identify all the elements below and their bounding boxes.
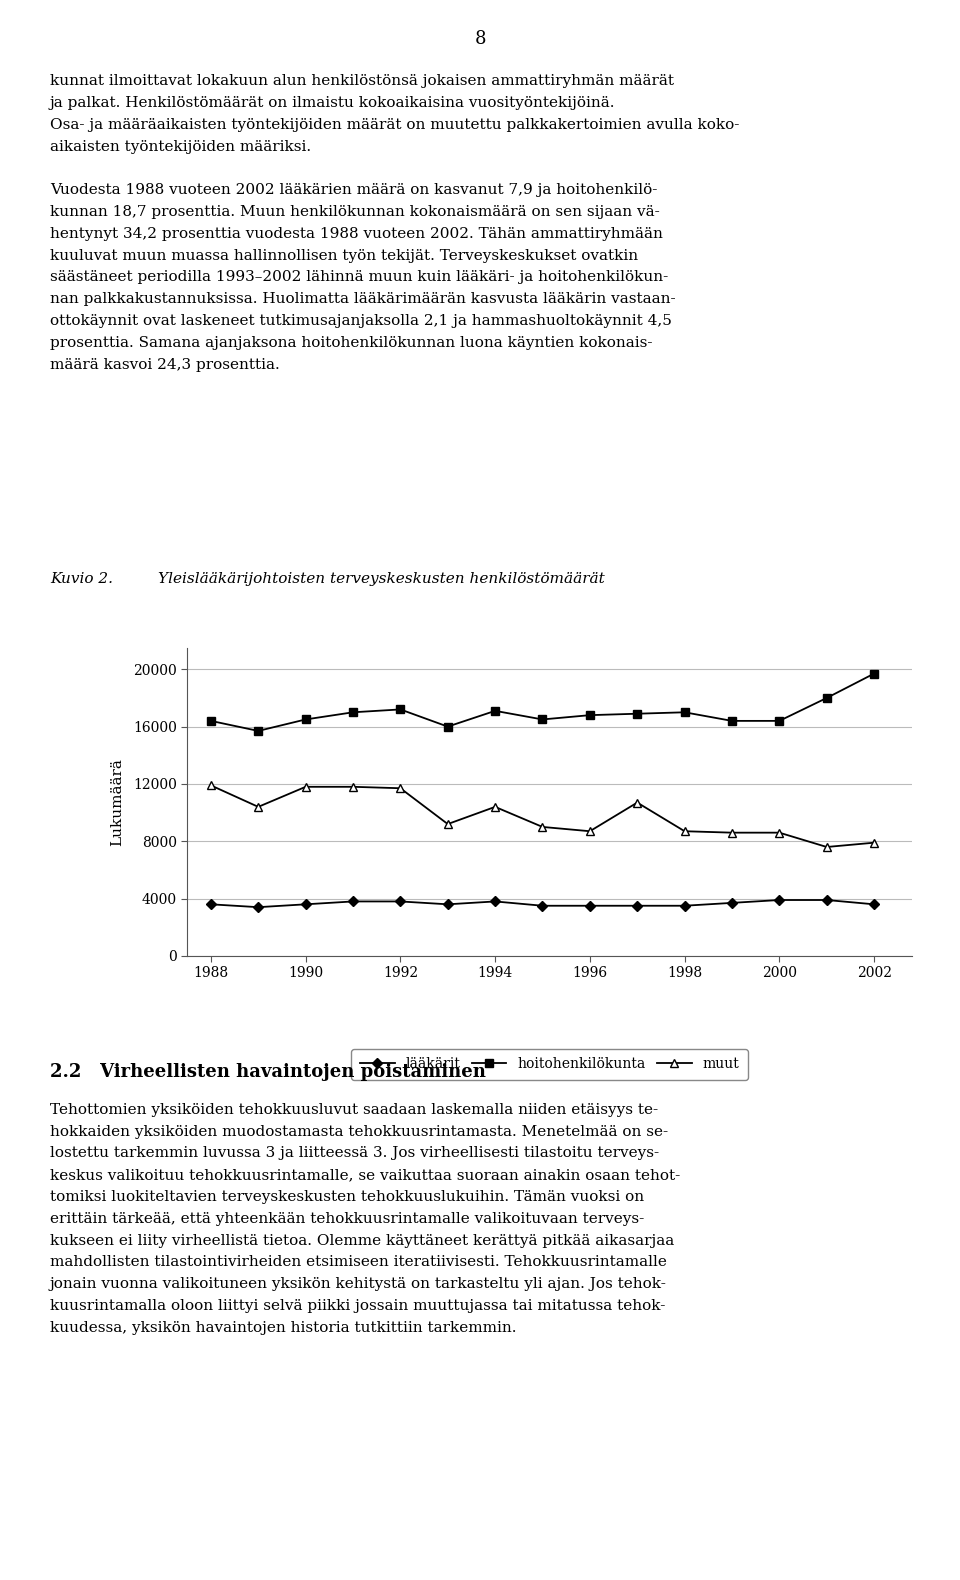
Text: 8: 8 <box>474 30 486 47</box>
Text: kunnat ilmoittavat lokakuun alun henkilöstönsä jokaisen ammattiryhmän määrät: kunnat ilmoittavat lokakuun alun henkilö… <box>50 74 674 88</box>
Text: Kuvio 2.: Kuvio 2. <box>50 572 113 586</box>
Text: kuuluvat muun muassa hallinnollisen työn tekijät. Terveyskeskukset ovatkin: kuuluvat muun muassa hallinnollisen työn… <box>50 248 638 262</box>
Legend: lääkärit, hoitohenkilökunta, muut: lääkärit, hoitohenkilökunta, muut <box>351 1049 748 1079</box>
Text: hentynyt 34,2 prosenttia vuodesta 1988 vuoteen 2002. Tähän ammattiryhmään: hentynyt 34,2 prosenttia vuodesta 1988 v… <box>50 228 662 240</box>
Text: kukseen ei liity virheellistä tietoa. Olemme käyttäneet kerättyä pitkää aikasarj: kukseen ei liity virheellistä tietoa. Ol… <box>50 1234 674 1248</box>
Text: säästäneet periodilla 1993–2002 lähinnä muun kuin lääkäri- ja hoitohenkilökun-: säästäneet periodilla 1993–2002 lähinnä … <box>50 270 668 284</box>
Text: keskus valikoituu tehokkuusrintamalle, se vaikuttaa suoraan ainakin osaan tehot-: keskus valikoituu tehokkuusrintamalle, s… <box>50 1168 681 1182</box>
Text: jonain vuonna valikoituneen yksikön kehitystä on tarkasteltu yli ajan. Jos tehok: jonain vuonna valikoituneen yksikön kehi… <box>50 1277 667 1291</box>
Y-axis label: Lukumäärä: Lukumäärä <box>110 758 125 845</box>
Text: tomiksi luokiteltavien terveyskeskusten tehokkuuslukuihin. Tämän vuoksi on: tomiksi luokiteltavien terveyskeskusten … <box>50 1190 644 1204</box>
Text: Yleislääkärijohtoisten terveyskeskusten henkilöstömäärät: Yleislääkärijohtoisten terveyskeskusten … <box>158 572 605 586</box>
Text: lostettu tarkemmin luvussa 3 ja liitteessä 3. Jos virheellisesti tilastoitu terv: lostettu tarkemmin luvussa 3 ja liittees… <box>50 1147 660 1160</box>
Text: prosenttia. Samana ajanjaksona hoitohenkilökunnan luona käyntien kokonais-: prosenttia. Samana ajanjaksona hoitohenk… <box>50 337 653 349</box>
Text: määrä kasvoi 24,3 prosenttia.: määrä kasvoi 24,3 prosenttia. <box>50 357 279 371</box>
Text: erittäin tärkeää, että yhteenkään tehokkuusrintamalle valikoituvaan terveys-: erittäin tärkeää, että yhteenkään tehokk… <box>50 1212 644 1226</box>
Text: hokkaiden yksiköiden muodostamasta tehokkuusrintamasta. Menetelmää on se-: hokkaiden yksiköiden muodostamasta tehok… <box>50 1125 668 1139</box>
Text: ja palkat. Henkilöstömäärät on ilmaistu kokoaikaisina vuosityöntekijöinä.: ja palkat. Henkilöstömäärät on ilmaistu … <box>50 96 615 111</box>
Text: nan palkkakustannuksissa. Huolimatta lääkärimäärän kasvusta lääkärin vastaan-: nan palkkakustannuksissa. Huolimatta lää… <box>50 292 676 307</box>
Text: kunnan 18,7 prosenttia. Muun henkilökunnan kokonaismäärä on sen sijaan vä-: kunnan 18,7 prosenttia. Muun henkilökunn… <box>50 205 660 220</box>
Text: kuudessa, yksikön havaintojen historia tutkittiin tarkemmin.: kuudessa, yksikön havaintojen historia t… <box>50 1321 516 1335</box>
Text: kuusrintamalla oloon liittyi selvä piikki jossain muuttujassa tai mitatussa teho: kuusrintamalla oloon liittyi selvä piikk… <box>50 1299 665 1313</box>
Text: 2.2   Virheellisten havaintojen poistaminen: 2.2 Virheellisten havaintojen poistamine… <box>50 1063 486 1081</box>
Text: Tehottomien yksiköiden tehokkuusluvut saadaan laskemalla niiden etäisyys te-: Tehottomien yksiköiden tehokkuusluvut sa… <box>50 1103 658 1117</box>
Text: ottokäynnit ovat laskeneet tutkimusajanjaksolla 2,1 ja hammashuoltokäynnit 4,5: ottokäynnit ovat laskeneet tutkimusajanj… <box>50 314 672 329</box>
Text: Osa- ja määräaikaisten työntekijöiden määrät on muutettu palkkakertoimien avulla: Osa- ja määräaikaisten työntekijöiden mä… <box>50 118 739 131</box>
Text: mahdollisten tilastointivirheiden etsimiseen iteratiivisesti. Tehokkuusrintamall: mahdollisten tilastointivirheiden etsimi… <box>50 1256 667 1269</box>
Text: Vuodesta 1988 vuoteen 2002 lääkärien määrä on kasvanut 7,9 ja hoitohenkilö-: Vuodesta 1988 vuoteen 2002 lääkärien mää… <box>50 183 658 198</box>
Text: aikaisten työntekijöiden määriksi.: aikaisten työntekijöiden määriksi. <box>50 139 311 153</box>
